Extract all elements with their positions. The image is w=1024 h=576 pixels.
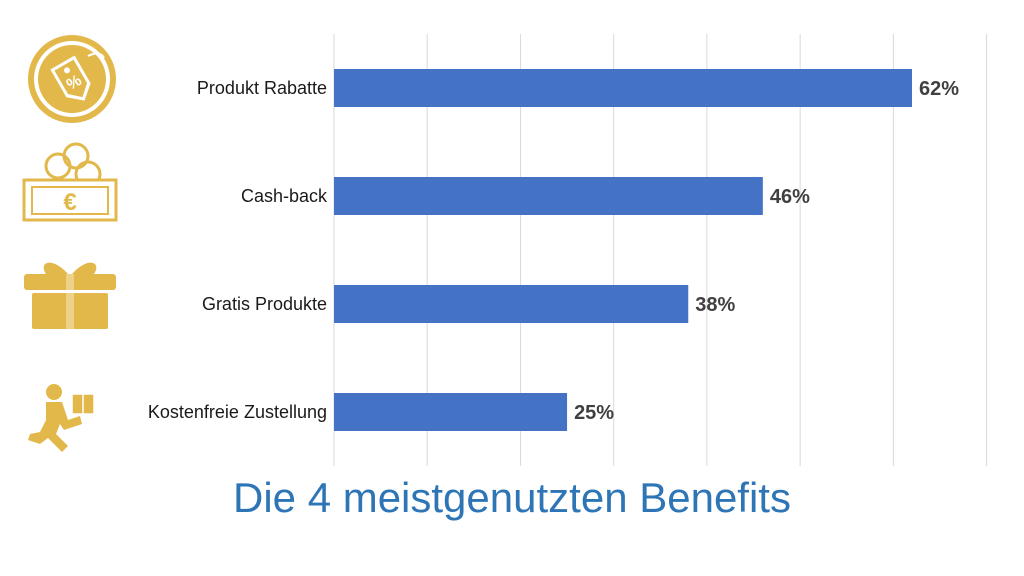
- bars: [334, 69, 912, 431]
- value-label-1: 46%: [770, 186, 810, 208]
- bar-1: [334, 177, 763, 215]
- delivery-person-icon: [28, 384, 95, 452]
- value-labels: 62% 46% 38% 25%: [574, 78, 959, 424]
- value-label-0: 62%: [919, 78, 959, 100]
- category-label-1: Cash-back: [241, 186, 328, 206]
- cash-back-icon: €: [22, 142, 118, 222]
- category-label-3: Kostenfreie Zustellung: [148, 402, 327, 422]
- category-label-2: Gratis Produkte: [202, 294, 327, 314]
- svg-text:€: €: [63, 189, 76, 216]
- bar-3: [334, 393, 568, 431]
- value-label-3: 25%: [574, 402, 614, 424]
- chart-title: Die 4 meistgenutzten Benefits: [233, 474, 791, 521]
- category-labels: Produkt Rabatte Cash-back Gratis Produkte K…: [148, 78, 328, 422]
- bar-0: [334, 69, 912, 107]
- percent-tag-icon: %: [28, 35, 116, 123]
- bar-2: [334, 285, 689, 323]
- value-label-2: 38%: [695, 294, 735, 316]
- gift-icon: [24, 262, 116, 329]
- category-label-0: Produkt Rabatte: [197, 78, 327, 98]
